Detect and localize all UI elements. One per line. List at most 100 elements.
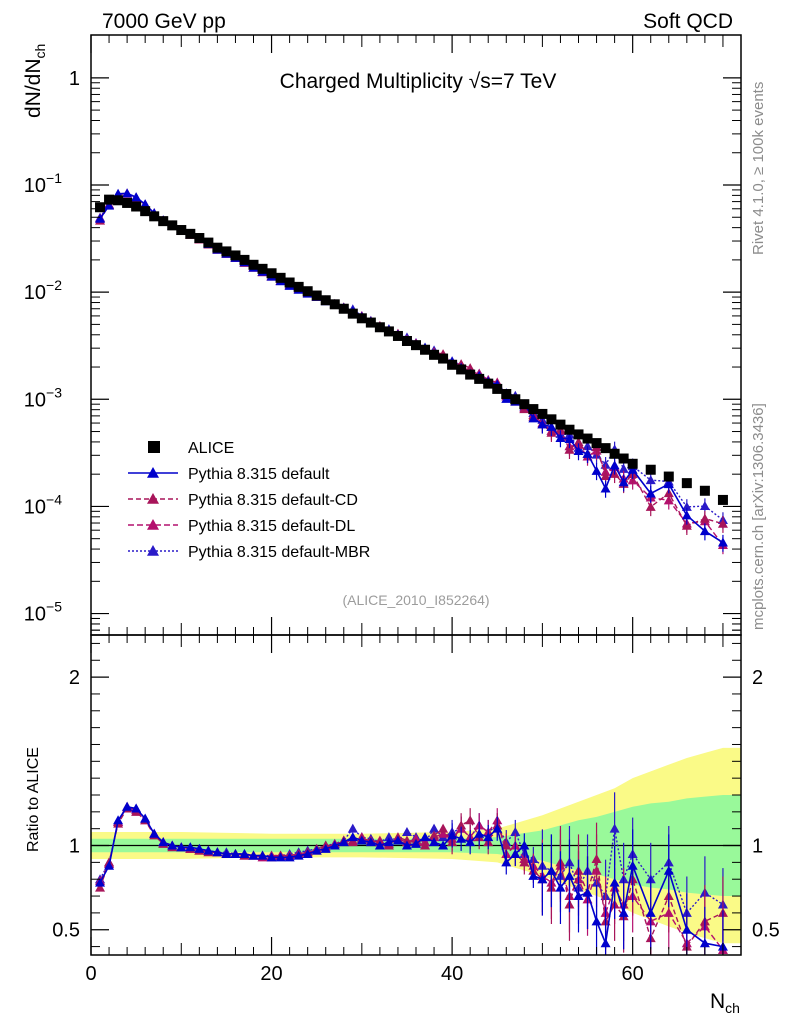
data-point-alice	[681, 478, 692, 489]
ratio-marker-mbr	[347, 823, 358, 833]
marker-default	[555, 433, 566, 443]
data-point-alice	[699, 485, 710, 496]
marker-default	[699, 526, 710, 536]
data-point-alice	[221, 246, 232, 257]
data-point-alice	[239, 254, 250, 265]
ratio-marker-default	[140, 813, 151, 823]
ratio-marker-default	[338, 837, 349, 847]
data-point-alice	[555, 419, 566, 430]
ratio-marker-default	[185, 842, 196, 852]
ratio-marker-default	[447, 830, 458, 840]
ratio-marker-default	[401, 840, 412, 850]
data-point-alice	[510, 394, 521, 405]
ratio-marker-default	[131, 803, 142, 813]
data-point-alice	[663, 471, 674, 482]
ratio-marker-default	[510, 848, 521, 858]
data-point-alice	[95, 202, 106, 213]
data-point-alice	[113, 195, 124, 206]
y-tick-mantissa: 10	[24, 496, 46, 518]
data-point-alice	[420, 344, 431, 355]
ratio-y-axis-label: Ratio to ALICE	[25, 747, 42, 852]
ratio-marker-default	[356, 835, 367, 845]
data-point-alice	[230, 250, 241, 261]
ratio-tick-label-right: 2	[752, 667, 763, 689]
side-label-mcplots: mcplots.cern.ch [arXiv:1306.3436]	[750, 403, 767, 630]
marker-mbr	[699, 501, 710, 511]
data-point-alice	[311, 290, 322, 301]
x-axis-label-sub: ch	[725, 1000, 740, 1016]
ratio-marker-default	[645, 907, 656, 917]
legend-symbol-alice	[148, 441, 160, 453]
y-tick-exponent: −5	[46, 599, 62, 615]
y-axis-label-main: dN/dN	[22, 58, 45, 118]
data-point-alice	[627, 458, 638, 469]
marker-default	[681, 510, 692, 520]
ratio-marker-default	[492, 823, 503, 833]
ratio-marker-default	[104, 860, 115, 870]
ratio-marker-default	[474, 828, 485, 838]
ratio-marker-default	[438, 840, 449, 850]
legend-label: ALICE	[188, 440, 234, 457]
ratio-marker-default	[609, 877, 620, 887]
ratio-marker-default	[284, 852, 295, 862]
ratio-marker-default	[600, 938, 611, 948]
ratio-marker-cd	[456, 820, 467, 830]
ratio-marker-dl	[438, 828, 449, 838]
data-point-alice	[365, 317, 376, 328]
data-point-alice	[582, 433, 593, 444]
data-point-alice	[429, 349, 440, 360]
legend-label: Pythia 8.315 default-DL	[188, 518, 355, 535]
ratio-marker-default	[275, 852, 286, 862]
data-point-alice	[302, 286, 313, 297]
ratio-marker-default	[311, 845, 322, 855]
data-point-alice	[338, 303, 349, 314]
ratio-marker-default	[564, 870, 575, 880]
ratio-marker-default	[293, 850, 304, 860]
data-point-alice	[356, 313, 367, 324]
series-line-default	[99, 192, 724, 544]
ratio-marker-default	[239, 848, 250, 858]
ratio-marker-default	[302, 848, 313, 858]
ratio-marker-mbr	[429, 823, 440, 833]
legend-label: Pythia 8.315 default-CD	[188, 492, 358, 509]
data-point-alice	[591, 438, 602, 449]
data-point-alice	[492, 383, 503, 394]
legend-marker-mbr	[147, 545, 159, 556]
ratio-marker-cd	[347, 837, 358, 847]
data-point-alice	[329, 299, 340, 310]
data-point-alice	[374, 322, 385, 333]
legend-marker-dl	[147, 519, 159, 530]
x-tick-label: 20	[260, 963, 282, 985]
marker-mbr	[618, 463, 629, 473]
y-tick-exponent: −2	[46, 277, 62, 293]
ratio-marker-default	[429, 837, 440, 847]
data-point-alice	[320, 295, 331, 306]
legend-label: Pythia 8.315 default-MBR	[188, 544, 370, 561]
data-point-alice	[158, 216, 169, 227]
data-point-alice	[149, 211, 160, 222]
data-point-alice	[176, 225, 187, 236]
marker-default	[564, 433, 575, 443]
x-axis-label: Nch	[710, 990, 740, 1016]
data-point-alice	[185, 228, 196, 239]
marker-cd	[717, 518, 728, 528]
data-point-alice	[483, 378, 494, 389]
data-point-alice	[411, 340, 421, 351]
legend-label: Pythia 8.315 default	[188, 466, 330, 483]
marker-default	[591, 465, 602, 475]
y-tick-exponent: −3	[46, 384, 62, 400]
ratio-marker-default	[681, 924, 692, 934]
main-plot-panel: 110−110−210−310−410−5 Charged Multiplici…	[22, 34, 742, 636]
ratio-marker-default	[483, 832, 494, 842]
ratio-marker-default	[663, 865, 674, 875]
data-point-alice	[167, 220, 178, 231]
data-point-alice	[122, 197, 133, 208]
ratio-marker-default	[699, 938, 710, 948]
ratio-tick-label: 2	[69, 667, 80, 689]
ratio-marker-default	[320, 843, 331, 853]
marker-default	[140, 199, 151, 209]
ratio-marker-mbr	[510, 827, 521, 837]
y-tick-mantissa: 10	[24, 389, 46, 411]
y-tick-label: 10−3	[24, 384, 62, 411]
